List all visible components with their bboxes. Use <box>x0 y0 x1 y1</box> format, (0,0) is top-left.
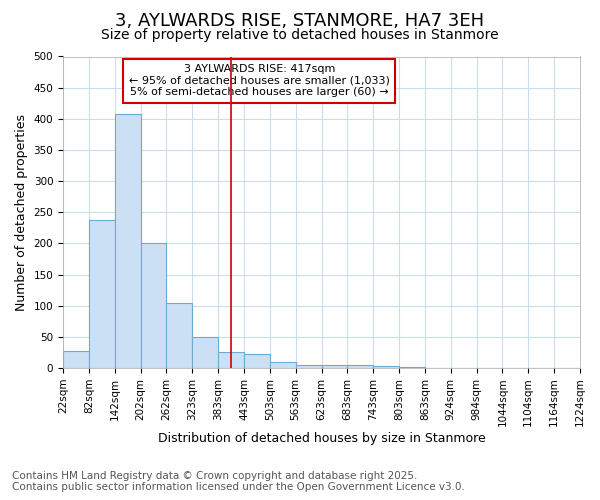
Bar <box>115 114 140 368</box>
Bar <box>63 351 89 368</box>
Bar <box>244 354 270 368</box>
Bar <box>218 352 244 368</box>
Bar <box>270 362 296 368</box>
Bar <box>347 366 373 368</box>
Text: 3, AYLWARDS RISE, STANMORE, HA7 3EH: 3, AYLWARDS RISE, STANMORE, HA7 3EH <box>115 12 485 30</box>
Bar <box>140 244 166 368</box>
Bar <box>89 220 115 368</box>
Bar <box>166 302 192 368</box>
Bar <box>296 365 322 368</box>
Bar <box>192 337 218 368</box>
Y-axis label: Number of detached properties: Number of detached properties <box>15 114 28 310</box>
X-axis label: Distribution of detached houses by size in Stanmore: Distribution of detached houses by size … <box>158 432 485 445</box>
Text: Size of property relative to detached houses in Stanmore: Size of property relative to detached ho… <box>101 28 499 42</box>
Text: 3 AYLWARDS RISE: 417sqm
← 95% of detached houses are smaller (1,033)
5% of semi-: 3 AYLWARDS RISE: 417sqm ← 95% of detache… <box>129 64 390 98</box>
Text: Contains HM Land Registry data © Crown copyright and database right 2025.
Contai: Contains HM Land Registry data © Crown c… <box>12 471 465 492</box>
Bar <box>373 366 399 368</box>
Bar <box>322 366 347 368</box>
